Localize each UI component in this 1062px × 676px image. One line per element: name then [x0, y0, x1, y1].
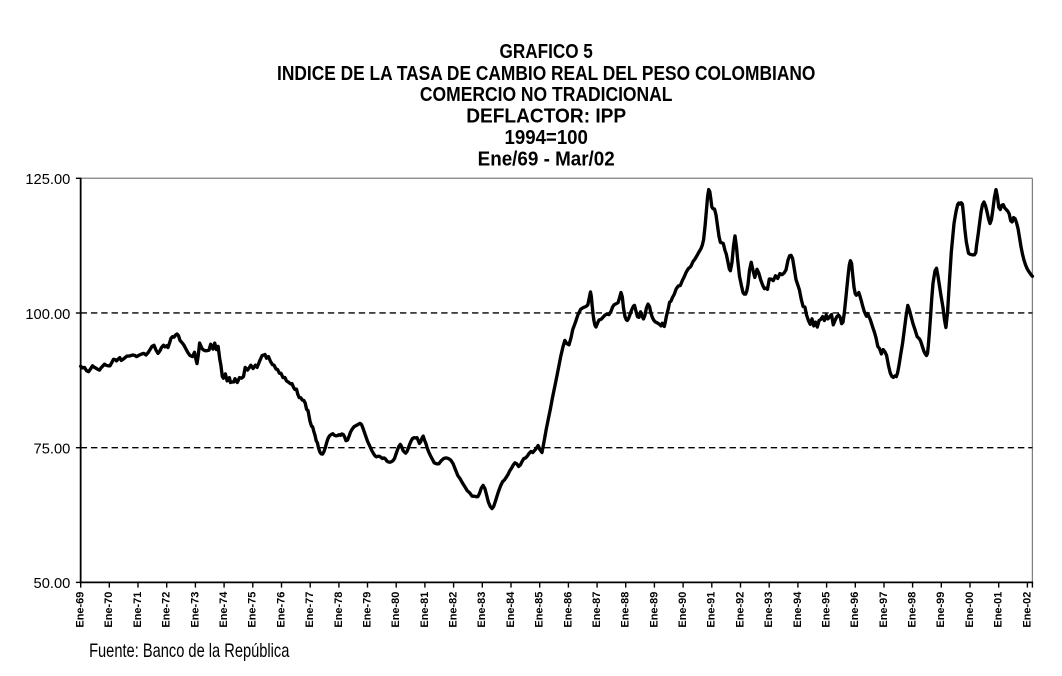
svg-text:Ene-97: Ene-97 [878, 592, 890, 628]
svg-text:Ene-75: Ene-75 [247, 592, 259, 628]
svg-text:Ene-80: Ene-80 [390, 592, 402, 628]
svg-text:Ene-86: Ene-86 [562, 592, 574, 628]
svg-text:Ene-73: Ene-73 [189, 592, 201, 628]
svg-text:1994=100: 1994=100 [505, 127, 588, 149]
svg-text:Ene-72: Ene-72 [161, 592, 173, 628]
svg-text:Ene-82: Ene-82 [448, 592, 460, 628]
svg-text:Ene-92: Ene-92 [734, 592, 746, 628]
svg-text:Ene-83: Ene-83 [476, 592, 488, 628]
svg-text:100.00: 100.00 [25, 307, 70, 323]
svg-text:DEFLACTOR: IPP: DEFLACTOR: IPP [466, 106, 626, 128]
svg-text:Ene-00: Ene-00 [964, 592, 976, 628]
svg-text:Ene-02: Ene-02 [1021, 592, 1033, 628]
svg-text:Ene-89: Ene-89 [648, 592, 660, 628]
svg-text:Ene-74: Ene-74 [218, 592, 230, 628]
svg-text:Ene-81: Ene-81 [419, 592, 431, 628]
svg-text:Ene/69 - Mar/02: Ene/69 - Mar/02 [478, 149, 615, 171]
svg-text:GRAFICO 5: GRAFICO 5 [500, 41, 593, 63]
svg-text:Ene-91: Ene-91 [706, 592, 718, 628]
svg-text:Ene-93: Ene-93 [763, 592, 775, 628]
svg-text:125.00: 125.00 [25, 172, 70, 188]
svg-text:Ene-96: Ene-96 [849, 592, 861, 628]
svg-text:Ene-98: Ene-98 [907, 592, 919, 628]
svg-text:Ene-69: Ene-69 [75, 592, 87, 628]
svg-text:50.00: 50.00 [34, 576, 71, 592]
svg-text:Ene-87: Ene-87 [591, 592, 603, 628]
svg-text:Ene-99: Ene-99 [935, 592, 947, 628]
svg-text:Ene-94: Ene-94 [792, 592, 804, 628]
svg-text:COMERCIO NO TRADICIONAL: COMERCIO NO TRADICIONAL [420, 84, 673, 106]
svg-text:Ene-79: Ene-79 [361, 592, 373, 628]
svg-text:Ene-76: Ene-76 [275, 592, 287, 628]
svg-text:Ene-01: Ene-01 [993, 592, 1005, 628]
svg-text:Fuente: Banco de la República: Fuente: Banco de la República [89, 640, 289, 662]
svg-text:Ene-71: Ene-71 [132, 592, 144, 628]
svg-text:Ene-88: Ene-88 [620, 592, 632, 628]
svg-text:Ene-77: Ene-77 [304, 592, 316, 628]
svg-text:Ene-85: Ene-85 [534, 592, 546, 628]
svg-text:75.00: 75.00 [34, 441, 71, 457]
svg-text:Ene-95: Ene-95 [821, 592, 833, 628]
svg-text:Ene-90: Ene-90 [677, 592, 689, 628]
svg-text:INDICE DE LA TASA DE CAMBIO RE: INDICE DE LA TASA DE CAMBIO REAL DEL PES… [277, 63, 815, 85]
svg-text:Ene-70: Ene-70 [103, 592, 115, 628]
svg-text:Ene-84: Ene-84 [505, 592, 517, 628]
svg-text:Ene-78: Ene-78 [333, 592, 345, 628]
